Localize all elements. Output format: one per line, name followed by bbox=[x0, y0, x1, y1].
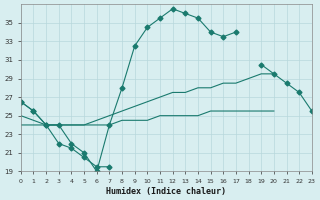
X-axis label: Humidex (Indice chaleur): Humidex (Indice chaleur) bbox=[106, 187, 226, 196]
